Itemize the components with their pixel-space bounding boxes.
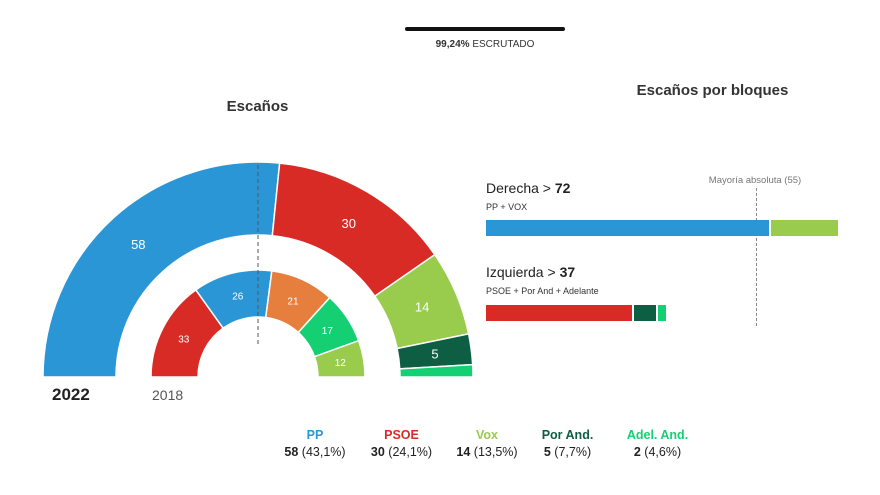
legend-seats: 58 <box>284 445 299 459</box>
legend-pct: (43,1%) <box>301 445 346 459</box>
seats-chart-title: Escaños <box>226 98 289 115</box>
block-izquierda-label: Izquierda > 37 <box>486 264 575 280</box>
legend-seats: 5 <box>543 445 551 459</box>
inner-ring-label-adelante-andaluc-a: 17 <box>322 326 334 337</box>
legend-item-psoe: PSOE 30 (24,1%) <box>359 428 444 459</box>
block-izquierda-total: 37 <box>559 264 576 280</box>
legend-item-vox: Vox 14 (13,5%) <box>447 428 527 459</box>
legend-value: 58 (43,1%) <box>275 445 355 459</box>
outer-ring-slice-pp <box>42 161 281 378</box>
legend-name: Vox <box>476 428 498 442</box>
inner-ring-label-cs: 21 <box>287 297 299 308</box>
block-izquierda-name: Izquierda <box>486 264 544 280</box>
scrutiny-percent: 99,24% <box>435 39 470 50</box>
scrutiny-progress-bar <box>405 27 565 31</box>
legend-value: 2 (4,6%) <box>610 445 705 459</box>
year-2018-label: 2018 <box>152 387 184 403</box>
party-legend: PP 58 (43,1%) PSOE 30 (24,1%) Vox 14 (13… <box>275 428 705 468</box>
legend-value: 30 (24,1%) <box>359 445 444 459</box>
legend-seats: 30 <box>370 445 385 459</box>
blocks-chart-title: Escaños por bloques <box>636 82 789 99</box>
legend-name: Adel. And. <box>626 428 689 442</box>
bar-izquierda-por-and <box>633 305 657 321</box>
inner-ring-2018: 33 26 21 17 12 <box>150 269 366 378</box>
hemicycle-chart: 58 30 14 5 33 26 21 17 12 <box>42 161 474 378</box>
outer-ring-label-por-and: 5 <box>431 346 438 361</box>
outer-ring-slice-adel-and <box>398 363 474 378</box>
block-derecha-label: Derecha > 72 <box>486 180 570 196</box>
bar-derecha-pp <box>486 220 770 236</box>
legend-value: 5 (7,7%) <box>530 445 605 459</box>
block-izquierda-subtitle: PSOE + Por And + Adelante <box>486 286 599 296</box>
inner-ring-label-vox: 12 <box>335 358 347 369</box>
legend-seats: 14 <box>456 445 471 459</box>
block-derecha-subtitle: PP + VOX <box>486 202 528 212</box>
bar-derecha-vox <box>771 220 838 236</box>
block-derecha-arrow: > <box>538 180 555 196</box>
outer-ring-label-pp: 58 <box>131 237 145 252</box>
outer-ring-2022: 58 30 14 5 <box>42 161 474 378</box>
legend-pct: (24,1%) <box>388 445 433 459</box>
majority-line <box>756 188 757 326</box>
inner-ring-label-pp: 26 <box>232 291 244 302</box>
majority-label: Mayoría absoluta (55) <box>708 175 802 186</box>
legend-pct: (7,7%) <box>554 445 592 459</box>
block-izquierda-arrow: > <box>543 264 560 280</box>
legend-pct: (4,6%) <box>644 445 682 459</box>
bar-izquierda-psoe <box>486 305 632 321</box>
inner-ring-slice-vox <box>313 339 366 378</box>
legend-name: PSOE <box>384 428 419 442</box>
legend-seats: 2 <box>633 445 641 459</box>
legend-name: PP <box>306 428 324 442</box>
legend-item-pp: PP 58 (43,1%) <box>275 428 355 459</box>
legend-name: Por And. <box>541 428 594 442</box>
outer-ring-label-vox: 14 <box>415 299 429 314</box>
year-2022-label: 2022 <box>52 385 90 404</box>
scrutiny-progress-text: 99,24% ESCRUTADO <box>405 39 565 50</box>
legend-value: 14 (13,5%) <box>447 445 527 459</box>
legend-pct: (13,5%) <box>473 445 518 459</box>
scrutiny-label: ESCRUTADO <box>472 39 535 50</box>
legend-item-por-and: Por And. 5 (7,7%) <box>530 428 605 459</box>
bar-izquierda-adel-and <box>658 305 666 321</box>
inner-ring-label-psoe: 33 <box>178 334 190 345</box>
block-derecha-total: 72 <box>554 180 571 196</box>
outer-ring-label-psoe: 30 <box>341 216 355 231</box>
legend-item-adel-and: Adel. And. 2 (4,6%) <box>610 428 705 459</box>
block-derecha-name: Derecha <box>486 180 539 196</box>
